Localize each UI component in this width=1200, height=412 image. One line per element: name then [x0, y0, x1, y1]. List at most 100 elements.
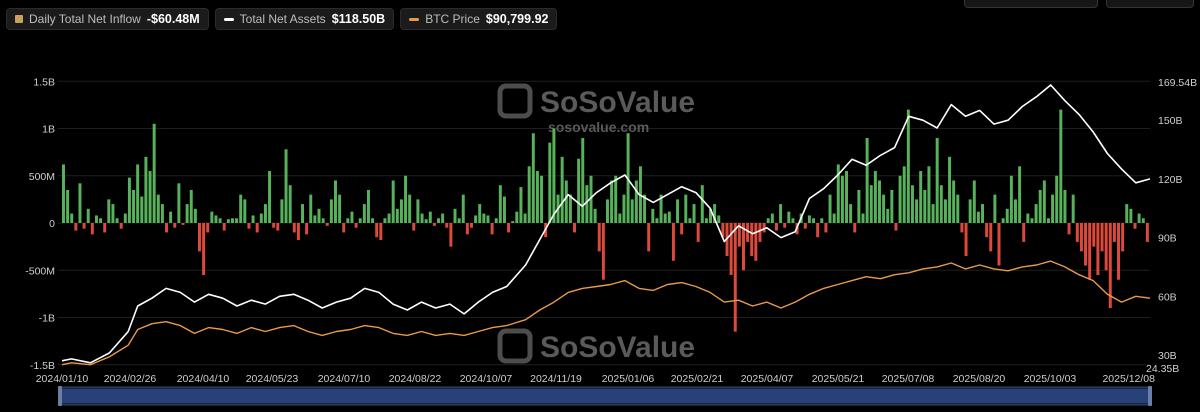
inflow-bar	[890, 189, 894, 223]
left-axis-tick: -1B	[39, 313, 55, 325]
x-axis-tick: 2025/08/20	[953, 373, 1006, 385]
inflow-bar	[198, 223, 201, 252]
inflow-bar	[309, 194, 313, 223]
inflow-bar	[548, 142, 552, 223]
inflow-bar	[276, 223, 280, 231]
inflow-bar	[482, 213, 486, 223]
x-axis-tick: 2024/11/19	[530, 373, 582, 385]
inflow-bar	[66, 189, 70, 223]
inflow-bar	[968, 199, 972, 224]
inflow-bar	[449, 223, 453, 247]
x-axis-tick: 2025/01/06	[602, 373, 655, 385]
watermark-logo-icon	[497, 328, 533, 364]
x-axis-tick: 2024/07/10	[318, 373, 371, 385]
range-selector[interactable]	[964, 0, 1098, 8]
inflow-bar	[746, 223, 750, 242]
inflow-bar	[1092, 223, 1096, 247]
inflow-bar	[107, 199, 111, 224]
inflow-bar	[577, 158, 581, 223]
inflow-bar	[700, 185, 704, 223]
inflow-bar	[1084, 223, 1088, 266]
inflow-bar	[412, 223, 416, 231]
inflow-bar	[606, 199, 609, 224]
inflow-bar	[927, 166, 931, 223]
inflow-bar	[268, 171, 272, 223]
x-axis-tick: 2025/02/21	[671, 373, 724, 385]
inflow-bar	[507, 223, 511, 233]
inflow-bar	[1104, 223, 1108, 271]
inflow-bar	[671, 223, 675, 261]
inflow-bar	[1059, 109, 1063, 223]
inflow-bar	[824, 223, 828, 233]
legend-assets[interactable]: Total Net Assets $118.50B	[214, 8, 395, 30]
inflow-bar	[1009, 175, 1013, 223]
inflow-bar	[338, 194, 342, 223]
inflow-bar	[1063, 189, 1067, 223]
inflow-bar	[540, 175, 544, 223]
inflow-bar	[721, 223, 725, 238]
inflow-bar	[321, 218, 325, 223]
left-axis-tick: -500M	[25, 265, 55, 277]
inflow-bar	[676, 199, 680, 224]
inflow-bar	[766, 218, 770, 223]
x-axis-tick: 2025/10/03	[1024, 373, 1077, 385]
inflow-bar	[898, 175, 902, 223]
inflow-bar	[1046, 218, 1050, 223]
inflow-bar	[173, 223, 177, 228]
inflow-bar	[737, 223, 741, 247]
inflow-bar	[362, 204, 366, 223]
right-axis-tick: 60B	[1158, 291, 1177, 303]
inflow-bar	[511, 221, 515, 223]
inflow-bar	[861, 213, 865, 223]
inflow-bar	[882, 194, 886, 223]
inflow-bar	[239, 194, 243, 223]
view-selector[interactable]	[1106, 0, 1194, 8]
inflow-bar	[787, 211, 791, 223]
inflow-bar	[981, 204, 984, 223]
inflow-bar	[358, 218, 362, 223]
inflow-bar	[235, 218, 239, 223]
legend-inflow[interactable]: Daily Total Net Inflow -$60.48M	[6, 8, 209, 30]
inflow-bar	[523, 213, 527, 223]
navigator-left-handle-icon	[58, 386, 62, 406]
inflow-bar	[1022, 223, 1026, 242]
inflow-bar	[226, 219, 230, 223]
inflow-bar	[74, 223, 78, 231]
inflow-bar	[655, 218, 659, 223]
inflow-bar	[1005, 208, 1009, 223]
inflow-bar	[346, 218, 350, 223]
inflow-bar	[342, 223, 346, 233]
inflow-bar	[667, 211, 671, 223]
inflow-bar	[704, 218, 708, 223]
x-axis-tick: 2024/08/22	[389, 373, 442, 385]
inflow-bar	[581, 137, 585, 223]
legend-btc[interactable]: BTC Price $90,799.92	[400, 8, 558, 30]
inflow-bar	[502, 196, 506, 223]
inflow-bar	[334, 180, 337, 223]
inflow-bar	[478, 204, 482, 223]
inflow-bar	[94, 215, 98, 223]
inflow-bar	[820, 218, 824, 223]
inflow-bar	[127, 177, 131, 223]
inflow-bar	[960, 223, 964, 233]
inflow-bar	[696, 223, 700, 242]
inflow-bar	[985, 223, 989, 238]
inflow-bar	[622, 194, 626, 223]
assets-swatch-icon	[223, 17, 234, 21]
navigator-right-handle-icon	[1148, 386, 1152, 406]
inflow-bar	[70, 213, 74, 223]
inflow-bar	[99, 218, 103, 223]
inflow-bar	[713, 204, 717, 223]
inflow-bar	[144, 156, 148, 223]
right-axis-tick: 30B	[1158, 350, 1177, 362]
inflow-bar	[292, 223, 296, 233]
inflow-bar	[643, 194, 647, 223]
inflow-bar	[589, 175, 593, 223]
inflow-bar	[445, 223, 449, 228]
inflow-bar	[976, 211, 980, 223]
inflow-bar	[717, 215, 721, 223]
inflow-bar	[845, 171, 848, 223]
inflow-bar	[140, 196, 144, 223]
inflow-bar	[943, 199, 947, 224]
